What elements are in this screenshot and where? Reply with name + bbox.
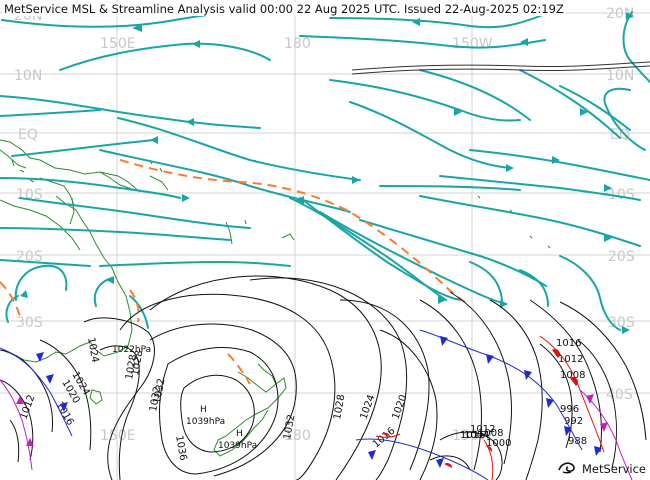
- streamlines: [0, 10, 650, 331]
- lat-label-right-4: 20S: [608, 249, 635, 265]
- lat-label-left-4: 30S: [16, 315, 43, 331]
- high-centre-symbol: H: [200, 405, 207, 415]
- metservice-logo-icon: [557, 460, 579, 477]
- isobar-label: 992: [564, 416, 583, 427]
- isobar-label: 996: [560, 404, 579, 415]
- lat-label-left-0: 10N: [14, 68, 42, 84]
- lon-label-bottom-1: 180: [284, 428, 311, 444]
- lat-label-right-6: 40S: [606, 387, 633, 403]
- isobar-label: 1024: [85, 337, 100, 364]
- isobar-label: 1036: [173, 435, 188, 462]
- lat-label-right-2: EQ: [610, 127, 630, 143]
- lat-label-right-3: 10S: [608, 187, 635, 203]
- trough-lines: [0, 159, 466, 385]
- high-centre-value: 1039hPa: [218, 441, 257, 451]
- isobar-label: 1012: [470, 424, 495, 435]
- isobar-label: 1012: [558, 354, 583, 365]
- streamline-arrows: [20, 12, 634, 334]
- lat-label-right-1: 10N: [606, 68, 634, 84]
- isobar-label: 1028: [124, 354, 139, 381]
- isobar-label: 1028: [130, 350, 145, 377]
- high-centre-symbol: H: [236, 429, 243, 439]
- isobar-label: 1028: [332, 394, 347, 421]
- lon-label-top-1: 180: [284, 36, 311, 52]
- lon-label-top-0: 150E: [100, 36, 136, 52]
- isobar-label: 1008: [478, 428, 503, 439]
- lon-label-bottom-0: 150E: [100, 428, 136, 444]
- lon-label-top-2: 150W: [452, 36, 493, 52]
- high-centre-value: 1022hPa: [112, 345, 151, 355]
- high-centre-value: 1039hPa: [186, 417, 225, 427]
- isobars: [0, 275, 647, 480]
- isobar-label: 1004: [464, 430, 489, 441]
- isobar-label: 1032: [282, 414, 297, 441]
- front-symbols: [16, 336, 608, 468]
- map-title: MetService MSL & Streamline Analysis val…: [2, 2, 566, 16]
- isobar-label: 1008: [560, 370, 585, 381]
- metservice-brand: MetService: [557, 460, 646, 477]
- isobar-label: 1016: [460, 430, 485, 441]
- isobar-label: 1016: [556, 338, 581, 349]
- isobar-label: 1020: [390, 393, 409, 421]
- grid-labels: 20N 10N EQ 10S 20S 30S 20N 10N EQ 10S 20…: [14, 6, 635, 444]
- isobar-label: 1032: [148, 386, 163, 413]
- isobar-label: 1000: [486, 438, 511, 449]
- lat-label-left-1: EQ: [18, 127, 38, 143]
- brand-label: MetService: [581, 461, 646, 476]
- isobar-label: 1032: [152, 378, 167, 405]
- pressure-centres: 1022hPa H 1039hPa H 1039hPa: [112, 345, 257, 451]
- ridge-line: [351, 61, 650, 75]
